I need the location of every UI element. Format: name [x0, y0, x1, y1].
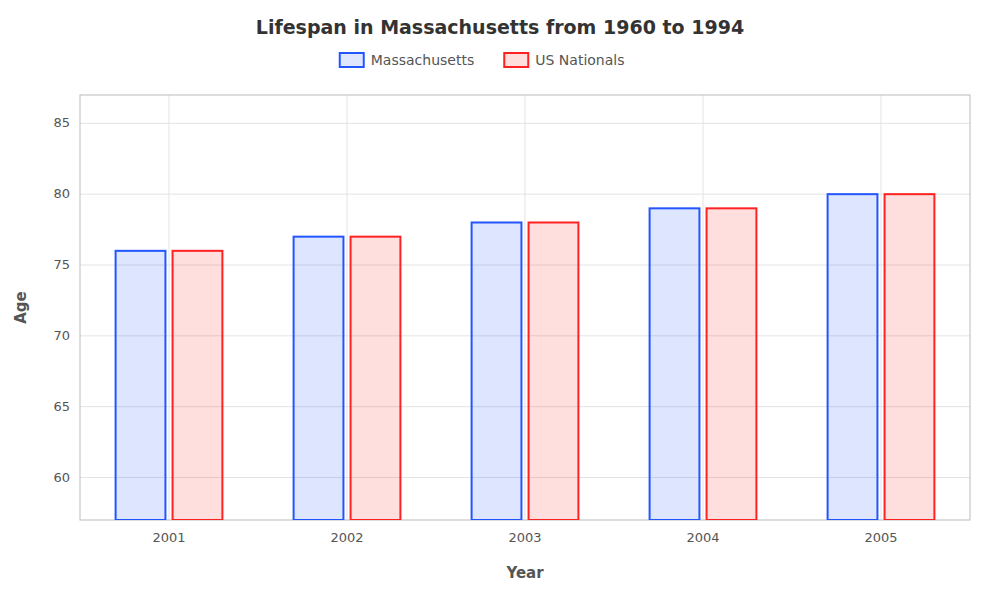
chart-svg: Lifespan in Massachusetts from 1960 to 1… — [0, 0, 1000, 600]
bar — [472, 223, 522, 521]
chart-title: Lifespan in Massachusetts from 1960 to 1… — [256, 16, 744, 38]
bar — [885, 194, 935, 520]
x-grid-line — [169, 95, 170, 520]
legend-swatch — [504, 53, 528, 67]
bar — [707, 208, 757, 520]
plot-frame — [80, 95, 970, 520]
legend-label: Massachusetts — [371, 52, 474, 68]
grid — [80, 95, 970, 520]
legend: Massachusetts US Nationals — [340, 52, 625, 68]
y-tick-label: 80 — [53, 186, 70, 201]
bar — [650, 208, 700, 520]
y-tick-label: 70 — [53, 328, 70, 343]
bar — [351, 237, 401, 520]
bar — [173, 251, 223, 520]
bars — [116, 194, 935, 520]
bar — [828, 194, 878, 520]
x-grid-line — [703, 95, 704, 520]
x-tick-label: 2001 — [152, 530, 185, 545]
x-axis-label: Year — [505, 564, 544, 582]
x-tick-label: 2005 — [864, 530, 897, 545]
y-axis-label: Age — [12, 291, 30, 324]
x-tick-label: 2002 — [330, 530, 363, 545]
bar — [294, 237, 344, 520]
y-tick-label: 85 — [53, 115, 70, 130]
x-grid-line — [881, 95, 882, 520]
bar — [529, 223, 579, 521]
chart-container: Lifespan in Massachusetts from 1960 to 1… — [0, 0, 1000, 600]
y-tick-label: 60 — [53, 470, 70, 485]
x-tick-label: 2004 — [686, 530, 719, 545]
bar — [116, 251, 166, 520]
x-grid-line — [347, 95, 348, 520]
y-tick-label: 65 — [53, 399, 70, 414]
y-tick-label: 75 — [53, 257, 70, 272]
x-tick-label: 2003 — [508, 530, 541, 545]
x-grid-line — [525, 95, 526, 520]
legend-swatch — [340, 53, 364, 67]
legend-label: US Nationals — [535, 52, 624, 68]
